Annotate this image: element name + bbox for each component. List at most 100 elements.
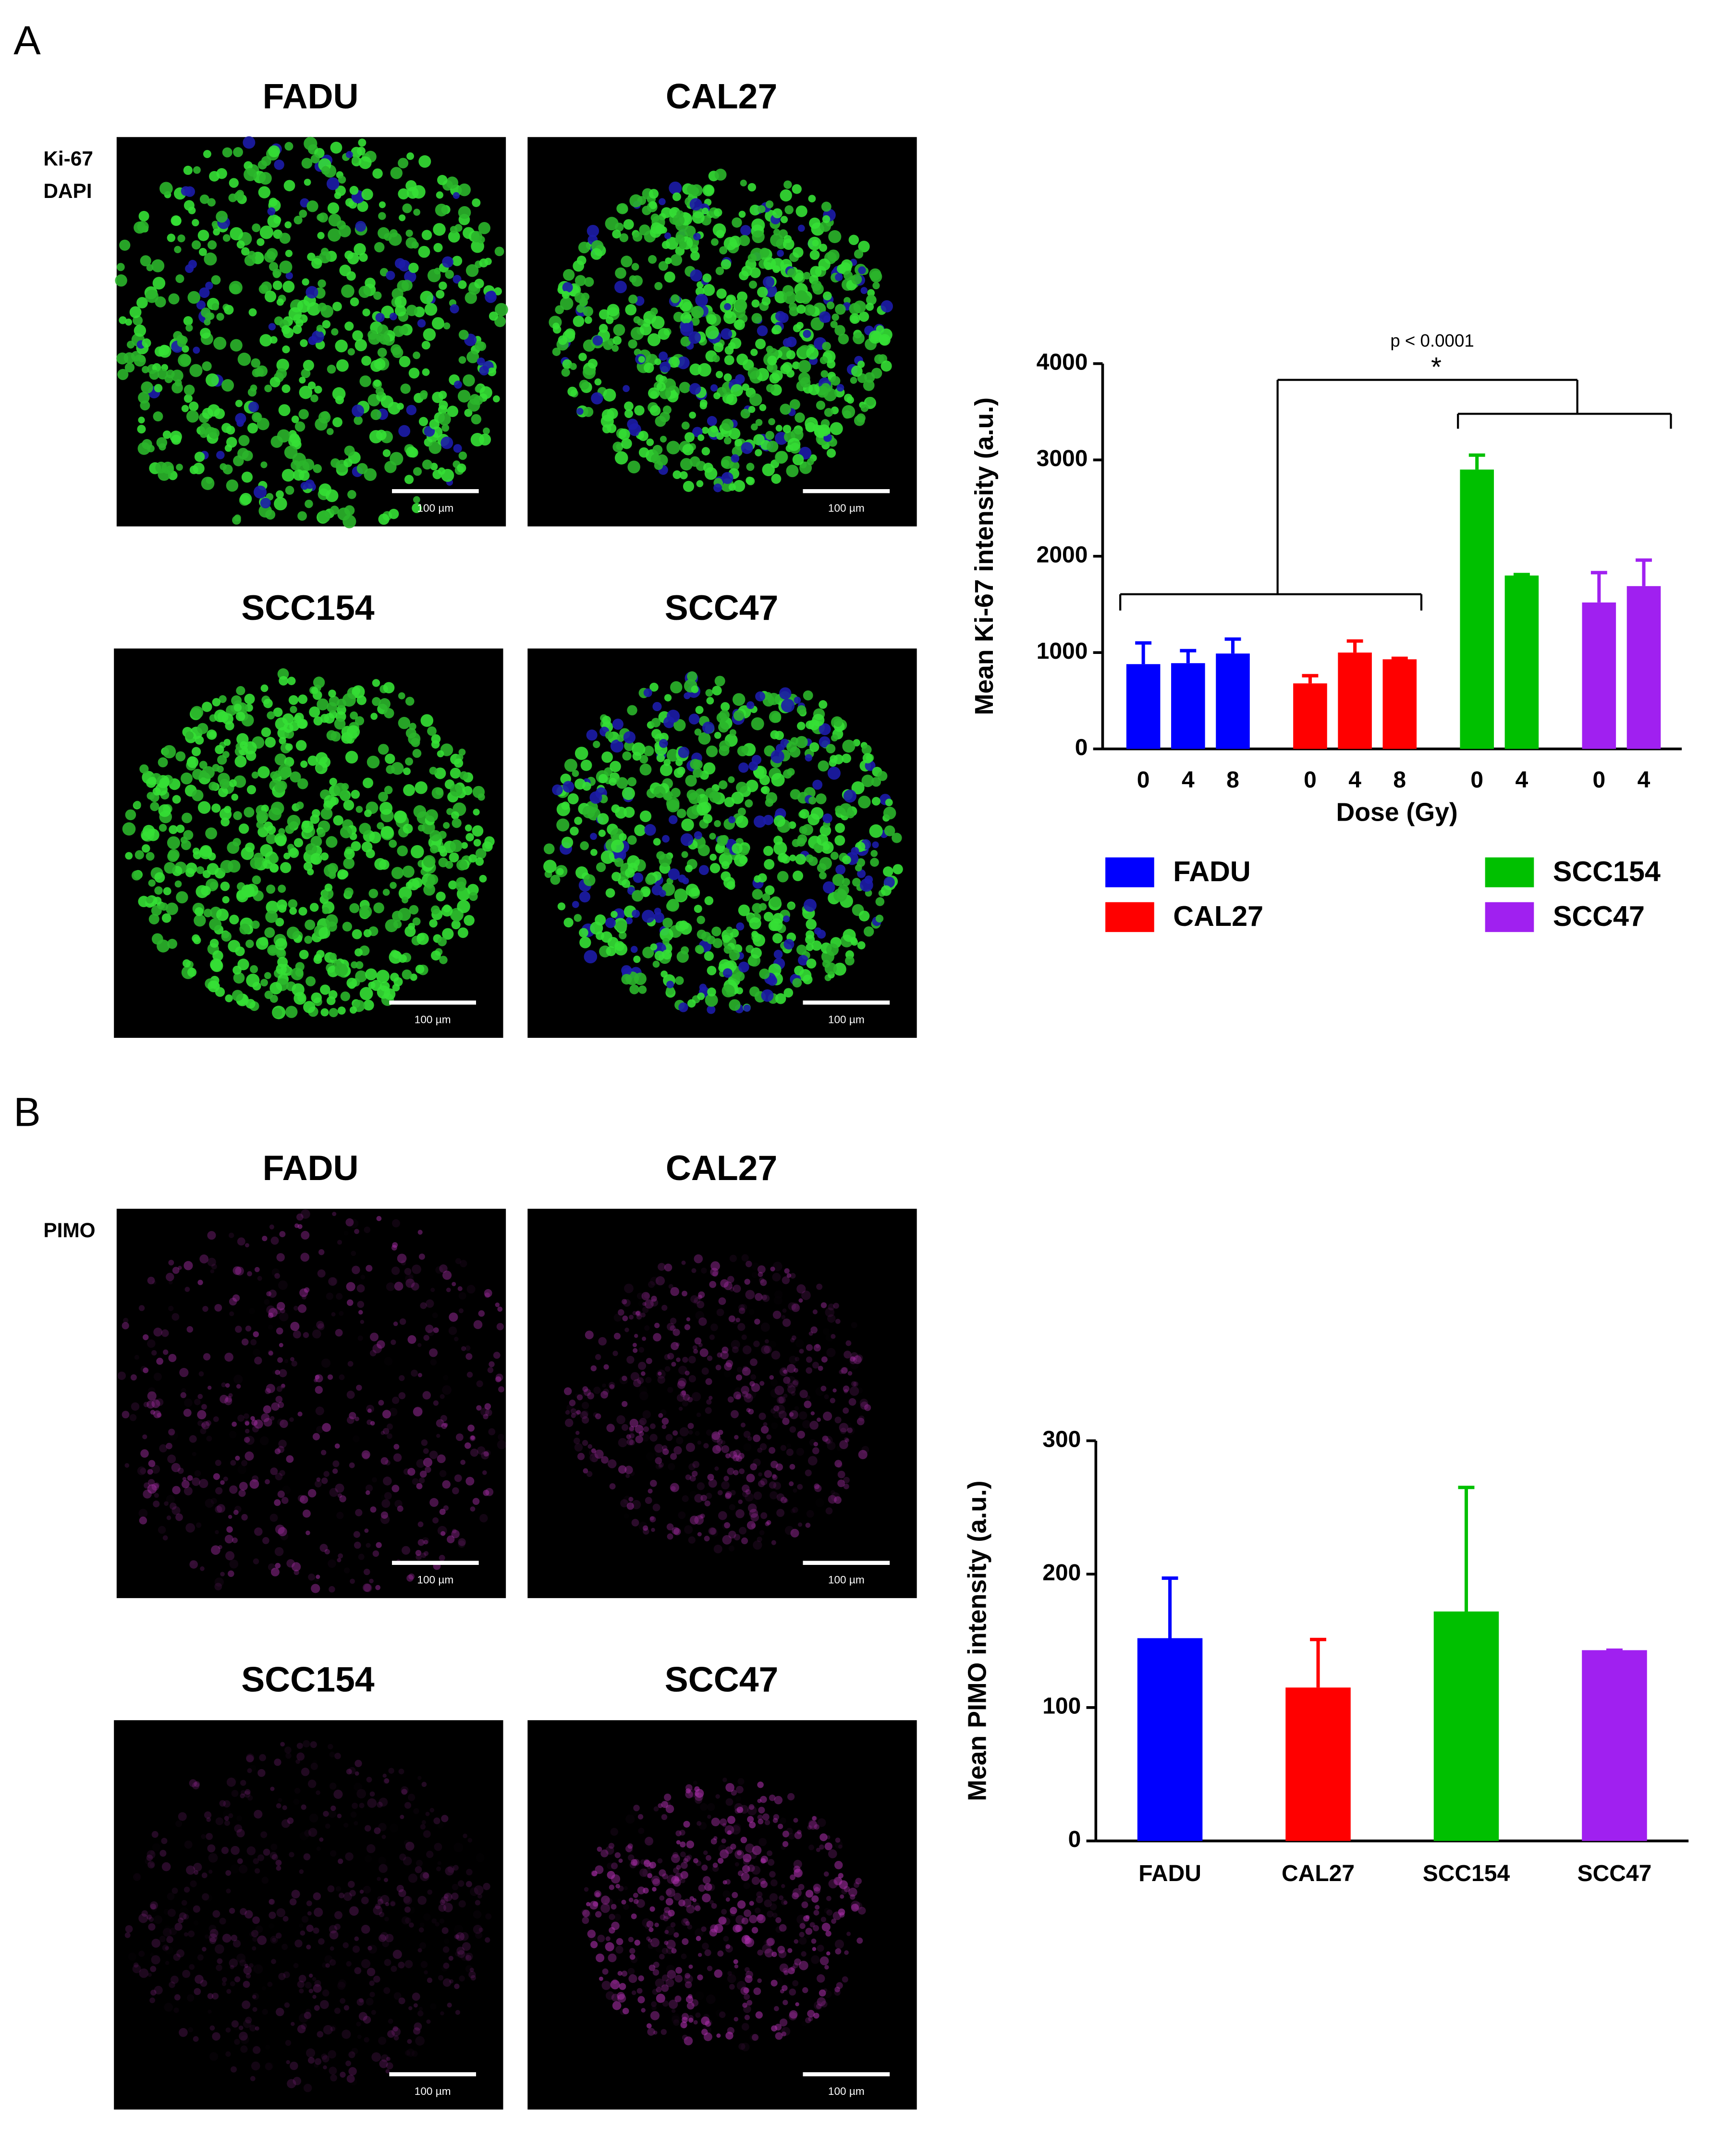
cell xyxy=(749,2033,758,2042)
cell xyxy=(423,1913,431,1921)
cell xyxy=(818,760,829,772)
cell xyxy=(334,1911,342,1919)
cell xyxy=(782,1985,788,1991)
cell xyxy=(427,1889,433,1895)
cell xyxy=(711,926,721,936)
cell xyxy=(455,2010,460,2015)
cell xyxy=(676,1840,681,1845)
cell xyxy=(680,458,693,471)
cell xyxy=(684,692,691,700)
cell xyxy=(323,1471,330,1477)
cell xyxy=(831,734,838,742)
cell xyxy=(358,138,367,147)
cell xyxy=(391,867,404,879)
cell xyxy=(494,287,502,295)
cell xyxy=(840,1894,844,1899)
cell xyxy=(614,941,625,951)
cell xyxy=(385,753,395,764)
cell xyxy=(583,406,594,417)
cell xyxy=(723,437,732,445)
cell xyxy=(820,1385,827,1391)
cell xyxy=(777,871,789,883)
cell xyxy=(478,1927,484,1932)
cell xyxy=(583,306,593,317)
cell xyxy=(229,1559,239,1569)
cell xyxy=(654,950,665,961)
cell xyxy=(605,917,616,928)
cell xyxy=(697,915,705,924)
cell xyxy=(207,1385,212,1390)
cell xyxy=(485,1450,491,1456)
cell xyxy=(281,1497,289,1504)
cell xyxy=(432,1517,439,1524)
cell xyxy=(770,1379,778,1386)
cell xyxy=(250,384,257,392)
cell xyxy=(416,1554,422,1561)
cell xyxy=(728,816,735,824)
cell xyxy=(442,1946,450,1953)
cell xyxy=(326,177,340,190)
cell xyxy=(369,1981,375,1986)
cell xyxy=(701,447,710,455)
cell xyxy=(780,216,788,223)
cell xyxy=(799,1390,808,1398)
cell xyxy=(289,721,300,731)
cell xyxy=(270,1567,280,1576)
cell xyxy=(324,713,335,724)
cell xyxy=(366,1844,376,1853)
cell xyxy=(245,1973,251,1979)
cell xyxy=(285,743,293,751)
cell xyxy=(382,888,390,896)
cell xyxy=(611,910,618,918)
cell xyxy=(744,2015,750,2020)
cell xyxy=(622,787,635,800)
cell xyxy=(305,1981,312,1989)
cell xyxy=(465,1965,473,1972)
cell xyxy=(754,875,761,883)
cell xyxy=(223,1476,228,1482)
cell xyxy=(803,330,811,338)
cell xyxy=(805,754,812,762)
cell xyxy=(219,779,230,789)
cell xyxy=(590,1365,597,1372)
cell xyxy=(176,824,185,833)
cell xyxy=(815,1905,820,1910)
cell xyxy=(179,1912,187,1920)
cell xyxy=(307,1911,312,1916)
cell xyxy=(550,874,561,885)
cell xyxy=(892,864,903,874)
cell xyxy=(479,1514,488,1523)
image-title: FADU xyxy=(263,1148,359,1188)
cell xyxy=(624,1283,634,1293)
cell xyxy=(183,1886,190,1893)
cell xyxy=(655,1276,665,1286)
cell xyxy=(307,1779,317,1788)
cell xyxy=(467,884,479,896)
cell xyxy=(332,417,342,428)
cell xyxy=(296,801,304,810)
cell xyxy=(184,1287,190,1292)
cell xyxy=(603,340,613,350)
cell xyxy=(695,1796,702,1804)
cell xyxy=(479,433,491,446)
cell xyxy=(623,1904,629,1910)
cell xyxy=(786,741,797,752)
cell xyxy=(597,1846,602,1852)
cell xyxy=(220,860,233,873)
cell xyxy=(354,1821,358,1826)
cell xyxy=(369,1791,375,1797)
cell xyxy=(850,377,857,384)
cell xyxy=(828,230,842,244)
cell xyxy=(830,320,838,328)
cell xyxy=(253,485,267,499)
cell xyxy=(245,998,256,1009)
cell xyxy=(231,793,239,801)
cell xyxy=(424,303,438,316)
cell xyxy=(237,1465,246,1474)
cell xyxy=(389,1407,398,1416)
cell xyxy=(728,483,736,491)
cell xyxy=(438,1975,444,1981)
cell xyxy=(191,240,201,250)
cell xyxy=(279,260,293,274)
cell xyxy=(335,1329,343,1337)
